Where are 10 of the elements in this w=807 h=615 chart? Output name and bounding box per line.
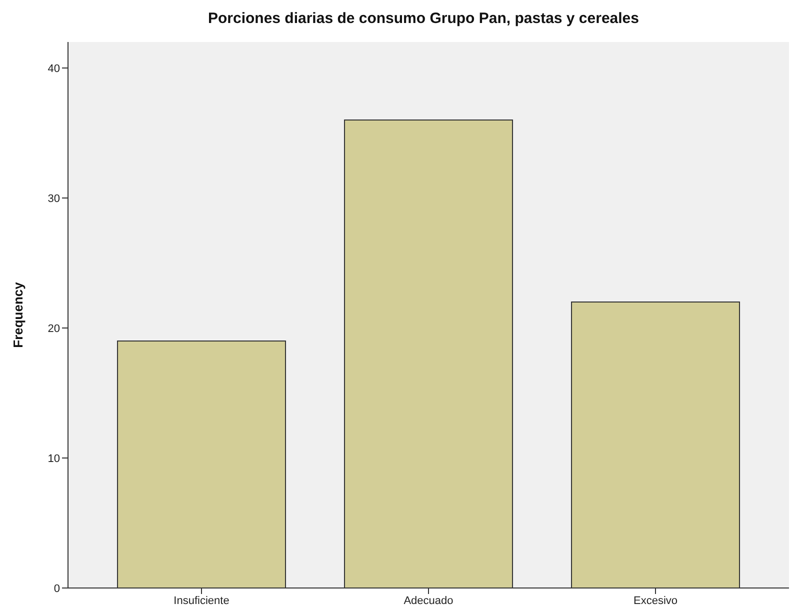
x-tick-label: Insuficiente [174, 594, 230, 607]
chart-title: Porciones diarias de consumo Grupo Pan, pastas y cereales [206, 9, 640, 29]
y-tick-label: 0 [54, 582, 60, 595]
y-tick-label: 40 [48, 62, 60, 75]
y-tick-label: 30 [48, 192, 60, 205]
y-tick-label: 10 [48, 452, 60, 465]
x-tick-label: Excesivo [633, 594, 678, 607]
y-tick-label: 20 [48, 322, 60, 335]
y-axis-title: Frequency [10, 281, 26, 348]
x-tick-label: Adecuado [404, 594, 454, 607]
